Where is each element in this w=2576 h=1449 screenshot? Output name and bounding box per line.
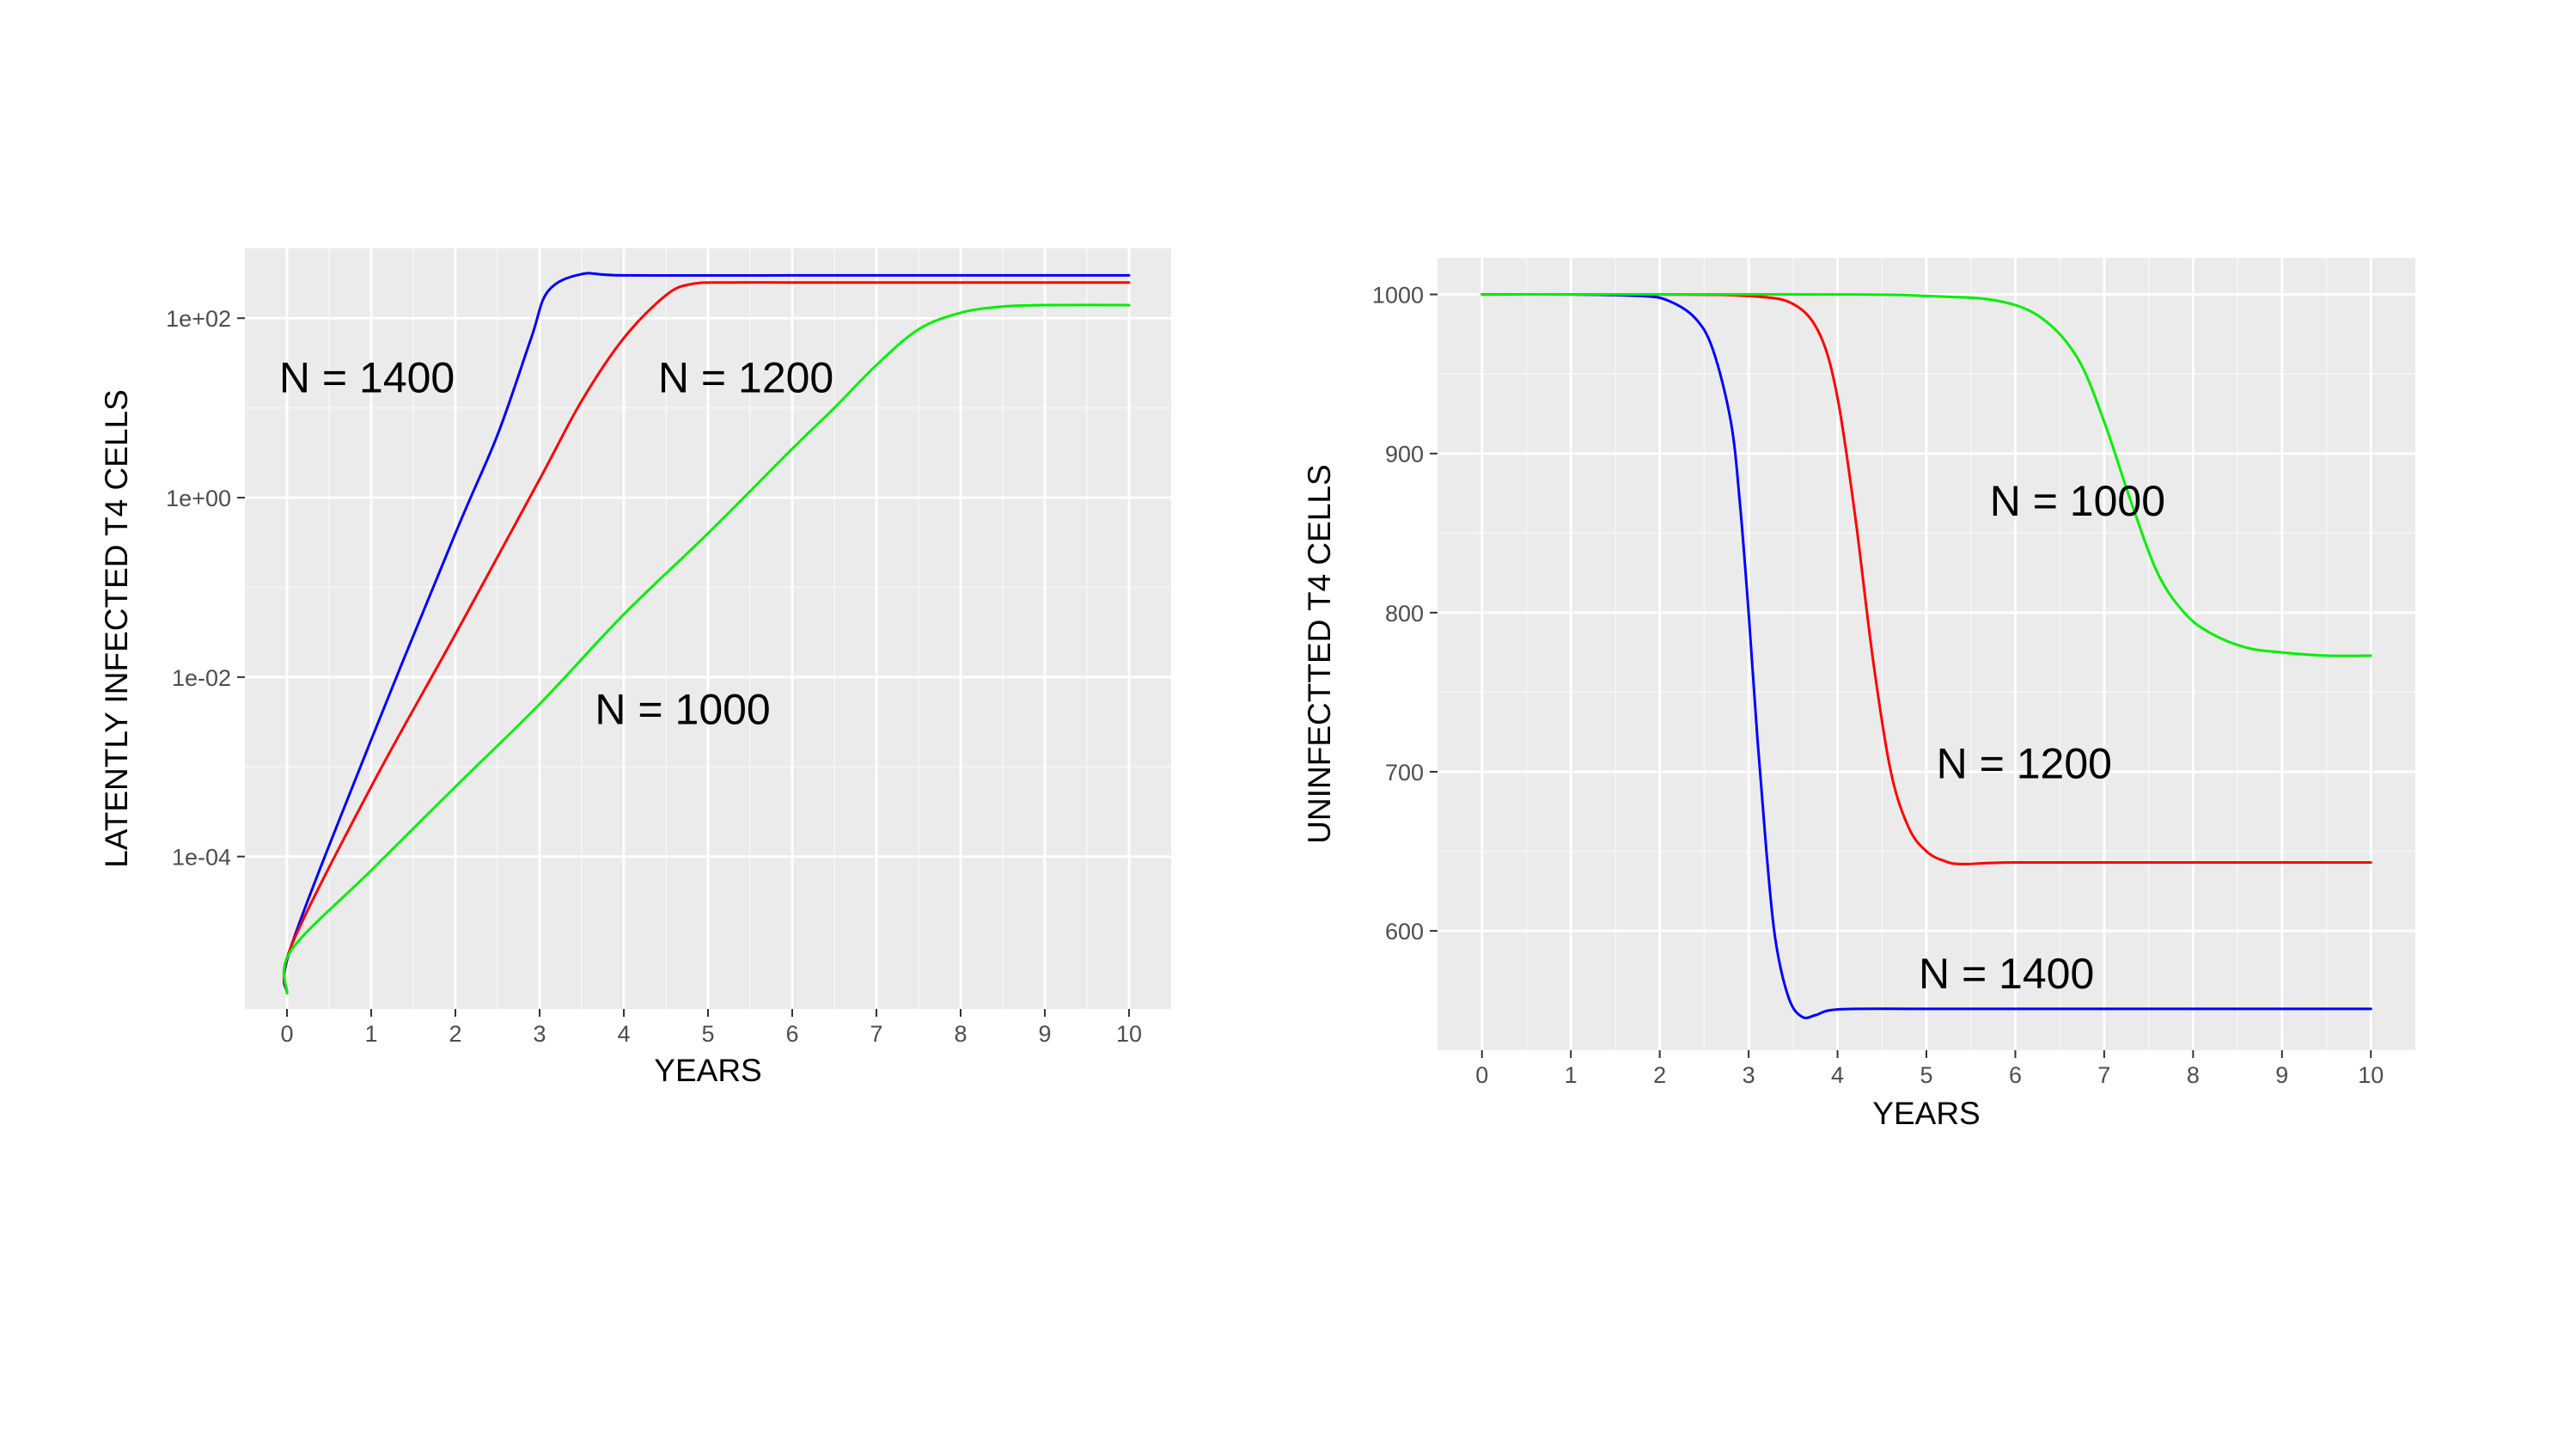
y-axis-title: UNINFECTTED T4 CELLS bbox=[1302, 464, 1337, 843]
x-tick-label: 2 bbox=[1653, 1062, 1666, 1088]
y-tick-label: 900 bbox=[1385, 442, 1424, 468]
x-axis-title: YEARS bbox=[1872, 1096, 1980, 1131]
annotation-label: N = 1000 bbox=[1990, 477, 2165, 525]
x-tick-label: 3 bbox=[533, 1021, 546, 1047]
x-tick-label: 10 bbox=[1116, 1021, 1142, 1047]
x-tick-label: 0 bbox=[1475, 1062, 1488, 1088]
x-tick-label: 6 bbox=[785, 1021, 798, 1047]
x-tick-label: 9 bbox=[2275, 1062, 2288, 1088]
annotation-label: N = 1000 bbox=[595, 685, 770, 733]
annotation-label: N = 1400 bbox=[1919, 950, 2094, 998]
x-tick-label: 10 bbox=[2358, 1062, 2384, 1088]
right-chart-uninfected: 0 1 2 3 4 5 6 7 8 9 10 600 700 800 900 1000 YEARS UNINFEC… bbox=[1302, 258, 2415, 1131]
y-tick-label: 700 bbox=[1385, 760, 1424, 786]
annotation-label: N = 1200 bbox=[1937, 739, 2112, 787]
x-axis-title: YEARS bbox=[654, 1053, 761, 1088]
x-tick-label: 7 bbox=[870, 1021, 882, 1047]
y-axis-title: LATENTLY INFECTED T4 CELLS bbox=[99, 389, 134, 868]
x-tick-label: 2 bbox=[449, 1021, 461, 1047]
y-tick-label: 800 bbox=[1385, 601, 1424, 627]
y-tick-label: 1000 bbox=[1372, 283, 1424, 309]
y-tick-label: 1e-02 bbox=[172, 665, 231, 691]
annotation-label: N = 1400 bbox=[279, 353, 455, 401]
x-tick-label: 1 bbox=[364, 1021, 377, 1047]
annotation-label: N = 1200 bbox=[658, 353, 833, 401]
x-tick-label: 4 bbox=[1831, 1062, 1844, 1088]
x-tick-label: 0 bbox=[280, 1021, 293, 1047]
y-tick-label: 1e-04 bbox=[172, 845, 231, 871]
x-tick-label: 9 bbox=[1038, 1021, 1051, 1047]
x-tick-label: 4 bbox=[617, 1021, 630, 1047]
x-tick-label: 1 bbox=[1565, 1062, 1578, 1088]
left-chart-latently-infected: 0 1 2 3 4 5 6 7 8 9 10 1e-04 1e-02 1e+00 1e+02 YEARS LAT… bbox=[99, 248, 1171, 1088]
x-tick-label: 6 bbox=[2009, 1062, 2022, 1088]
x-tick-label: 8 bbox=[2187, 1062, 2200, 1088]
x-tick-label: 3 bbox=[1743, 1062, 1755, 1088]
x-tick-label: 5 bbox=[701, 1021, 714, 1047]
x-tick-label: 7 bbox=[2097, 1062, 2110, 1088]
y-tick-label: 1e+02 bbox=[166, 306, 231, 332]
x-tick-label: 5 bbox=[1920, 1062, 1932, 1088]
y-tick-label: 600 bbox=[1385, 919, 1424, 945]
x-tick-label: 8 bbox=[954, 1021, 967, 1047]
y-tick-label: 1e+00 bbox=[166, 486, 231, 511]
